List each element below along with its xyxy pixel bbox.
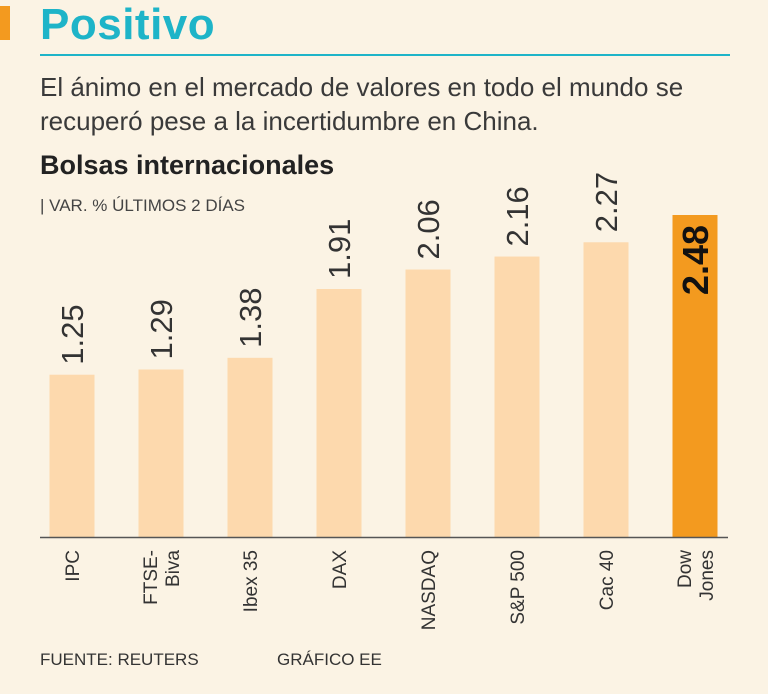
bar-nasdaq bbox=[405, 269, 451, 537]
category-label: NASDAQ bbox=[419, 550, 440, 630]
category-label: Ibex 35 bbox=[241, 550, 262, 612]
category-label: IPC bbox=[63, 550, 84, 582]
subtitle: El ánimo en el mercado de valores en tod… bbox=[40, 72, 684, 136]
bars-group bbox=[49, 215, 718, 538]
headline-rule bbox=[40, 54, 730, 56]
labels-group: 1.25 IPC 1.29 FTSE- Biva 1.38 Ibex 35 1.91 DAX 2.… bbox=[55, 172, 718, 630]
chart-subtitle: | VAR. % ÚLTIMOS 2 DÍAS bbox=[40, 196, 245, 215]
bar-ipc bbox=[49, 374, 95, 537]
bar-ftse-biva bbox=[138, 369, 184, 537]
category-label: Biva bbox=[163, 550, 184, 587]
bar-ibex-35 bbox=[227, 357, 273, 537]
category-label: FTSE- bbox=[141, 550, 162, 605]
source-note: FUENTE: REUTERS bbox=[40, 650, 199, 669]
graphic-credit: GRÁFICO EE bbox=[277, 650, 382, 669]
category-label: Dow bbox=[675, 550, 696, 588]
data-label: 1.25 bbox=[55, 304, 90, 364]
data-label: 2.16 bbox=[500, 186, 535, 246]
bar-s-p-500 bbox=[494, 256, 540, 537]
category-label: Jones bbox=[697, 550, 718, 601]
bar-dow-jones bbox=[672, 215, 718, 537]
data-label: 2.48 bbox=[675, 225, 716, 295]
data-label: 1.38 bbox=[233, 287, 268, 347]
bar-dax bbox=[316, 289, 362, 537]
category-label: DAX bbox=[330, 550, 351, 589]
bar-cac-40 bbox=[583, 242, 629, 538]
data-label: 2.27 bbox=[589, 172, 624, 232]
data-label: 1.91 bbox=[322, 219, 357, 279]
chart-title: Bolsas internacionales bbox=[40, 150, 335, 180]
category-label: S&P 500 bbox=[508, 550, 529, 625]
data-label: 1.29 bbox=[144, 299, 179, 359]
headline: Positivo bbox=[40, 0, 216, 49]
accent-bar bbox=[0, 6, 10, 40]
data-label: 2.06 bbox=[411, 199, 446, 259]
category-label: Cac 40 bbox=[597, 550, 618, 610]
